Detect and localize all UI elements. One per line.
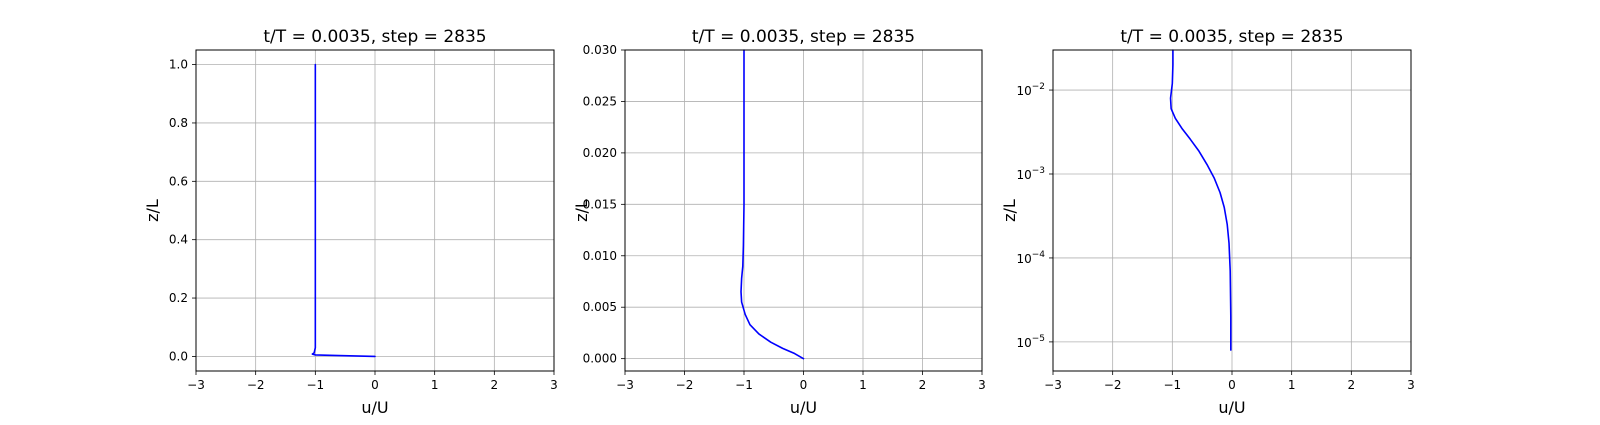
x-tick-label: −2 bbox=[676, 378, 694, 392]
subplot-title: t/T = 0.0035, step = 2835 bbox=[1120, 27, 1343, 47]
series-line bbox=[1169, 49, 1232, 351]
x-tick-label: 2 bbox=[919, 378, 927, 392]
y-tick-label: 0.000 bbox=[583, 352, 617, 366]
y-tick-label: 10−2 bbox=[1016, 82, 1045, 98]
series-line bbox=[311, 63, 376, 358]
x-tick-label: 0 bbox=[371, 378, 379, 392]
y-tick-label: 0.6 bbox=[169, 174, 188, 188]
x-tick-label: 2 bbox=[491, 378, 499, 392]
x-tick-label: 3 bbox=[1407, 378, 1415, 392]
y-tick-label: 0.0 bbox=[169, 349, 188, 363]
x-tick-label: 3 bbox=[978, 378, 986, 392]
y-tick-label: 0.2 bbox=[169, 291, 188, 305]
subplot-3: −3 −2 −1 0 1 2 3 10−5 10−4 10−3 10−2 t/T = 0.0035, … bbox=[1000, 27, 1415, 417]
series-line bbox=[740, 49, 805, 360]
x-tick-label: −2 bbox=[247, 378, 265, 392]
y-tick-label: 10−4 bbox=[1016, 250, 1045, 266]
x-tick-label: 1 bbox=[1288, 378, 1296, 392]
x-tick-label: 0 bbox=[1228, 378, 1236, 392]
y-axis-label: z/L bbox=[572, 199, 591, 222]
y-tick-label: 0.020 bbox=[583, 146, 617, 160]
y-tick-label: 0.030 bbox=[583, 43, 617, 57]
y-tick-label: 0.005 bbox=[583, 300, 617, 314]
x-tick-label: 2 bbox=[1348, 378, 1356, 392]
x-tick-label: −2 bbox=[1104, 378, 1122, 392]
y-tick-label: 0.015 bbox=[583, 197, 617, 211]
y-tick-label: 0.010 bbox=[583, 249, 617, 263]
subplot-1: −3 −2 −1 0 1 2 3 0.0 0.2 0.4 0.6 0.8 1.0 t/T = 0.0035… bbox=[143, 27, 558, 417]
y-tick-label: 0.8 bbox=[169, 116, 188, 130]
x-tick-label: −3 bbox=[187, 378, 205, 392]
x-axis-label: u/U bbox=[1218, 398, 1245, 417]
x-tick-label: 3 bbox=[550, 378, 558, 392]
x-axis-label: u/U bbox=[361, 398, 388, 417]
x-tick-label: −1 bbox=[1163, 378, 1181, 392]
y-tick-label: 0.025 bbox=[583, 94, 617, 108]
subplot-title: t/T = 0.0035, step = 2835 bbox=[692, 27, 915, 47]
subplot-2: −3 −2 −1 0 1 2 3 0.000 0.005 0.010 0.015 0.020 0.025… bbox=[572, 27, 986, 417]
y-axis-label: z/L bbox=[143, 199, 162, 222]
y-axis-label: z/L bbox=[1000, 199, 1019, 222]
y-tick-label: 10−5 bbox=[1016, 334, 1045, 350]
y-tick-label: 0.4 bbox=[169, 233, 188, 247]
x-tick-label: 1 bbox=[431, 378, 439, 392]
x-tick-label: −1 bbox=[306, 378, 324, 392]
x-tick-label: 1 bbox=[859, 378, 867, 392]
x-tick-label: −3 bbox=[616, 378, 634, 392]
x-tick-label: 0 bbox=[800, 378, 808, 392]
y-tick-label: 1.0 bbox=[169, 58, 188, 72]
subplot-title: t/T = 0.0035, step = 2835 bbox=[263, 27, 486, 47]
x-tick-label: −3 bbox=[1044, 378, 1062, 392]
x-tick-label: −1 bbox=[735, 378, 753, 392]
x-axis-label: u/U bbox=[790, 398, 817, 417]
y-tick-label: 10−3 bbox=[1016, 166, 1045, 182]
